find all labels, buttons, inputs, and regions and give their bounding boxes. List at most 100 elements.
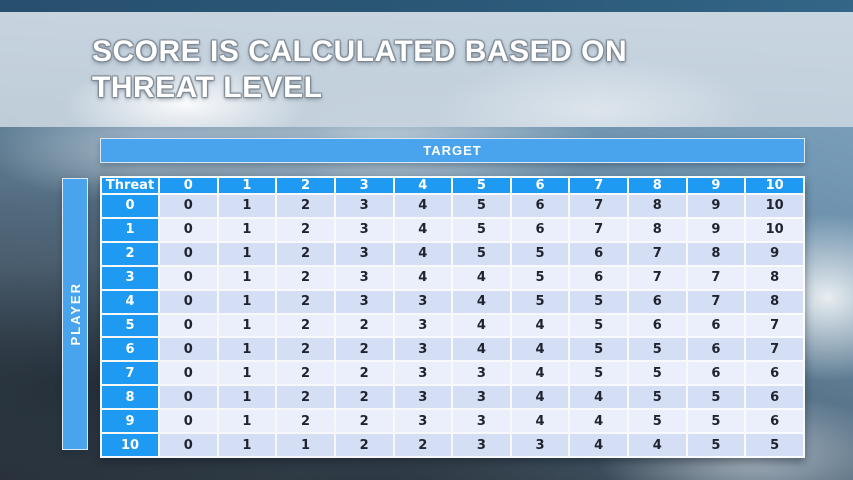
score-cell: 1 xyxy=(218,290,276,313)
score-cell: 3 xyxy=(335,195,393,217)
player-row-header: 1 xyxy=(102,218,158,241)
page-title: SCORE IS CALCULATED BASED ON THREAT LEVE… xyxy=(92,34,627,106)
top-banner xyxy=(0,0,853,12)
score-cell: 7 xyxy=(746,314,803,337)
score-cell: 4 xyxy=(511,362,569,385)
score-cell: 9 xyxy=(687,218,745,241)
score-cell: 3 xyxy=(335,266,393,289)
score-cell: 4 xyxy=(453,266,510,289)
score-cell: 3 xyxy=(511,434,569,456)
target-col-header: 0 xyxy=(160,178,217,193)
score-cell: 5 xyxy=(453,242,510,265)
score-cell: 1 xyxy=(277,434,334,456)
target-col-header: 6 xyxy=(511,178,569,193)
score-cell: 3 xyxy=(394,362,452,385)
score-cell: 7 xyxy=(629,266,686,289)
score-cell: 5 xyxy=(453,195,510,217)
score-cell: 0 xyxy=(160,218,217,241)
score-cell: 5 xyxy=(511,290,569,313)
score-cell: 4 xyxy=(394,266,452,289)
page-title-line1: SCORE IS CALCULATED BASED ON xyxy=(92,35,628,68)
score-cell: 3 xyxy=(394,338,452,361)
target-col-header: 9 xyxy=(687,178,745,193)
score-cell: 1 xyxy=(218,218,276,241)
table-body: 0 0 1 2 3 4 5 6 7 8 9 10 1 0 1 2 3 4 5 6 7 8 9 10 2 0 1 2 3 4 5 5 6 7 8 9 3 0… xyxy=(102,195,803,456)
score-cell: 4 xyxy=(453,314,510,337)
score-cell: 2 xyxy=(277,242,334,265)
score-cell: 3 xyxy=(394,410,452,433)
score-cell: 0 xyxy=(160,362,217,385)
score-cell: 5 xyxy=(570,362,627,385)
score-cell: 10 xyxy=(746,218,803,241)
score-cell: 5 xyxy=(746,434,803,456)
table-row: 0 0 1 2 3 4 5 6 7 8 9 10 xyxy=(102,195,803,217)
player-row-header: 9 xyxy=(102,410,158,433)
score-cell: 3 xyxy=(335,290,393,313)
score-cell: 6 xyxy=(687,314,745,337)
target-col-header: 8 xyxy=(629,178,686,193)
score-cell: 3 xyxy=(394,290,452,313)
player-row-header: 6 xyxy=(102,338,158,361)
score-cell: 10 xyxy=(746,195,803,217)
target-col-header: 1 xyxy=(218,178,276,193)
score-cell: 3 xyxy=(394,386,452,409)
score-cell: 4 xyxy=(453,290,510,313)
score-cell: 2 xyxy=(277,195,334,217)
player-row-header: 4 xyxy=(102,290,158,313)
score-cell: 3 xyxy=(453,410,510,433)
score-cell: 6 xyxy=(746,410,803,433)
score-cell: 0 xyxy=(160,410,217,433)
score-cell: 3 xyxy=(394,314,452,337)
score-cell: 1 xyxy=(218,314,276,337)
page-title-line2: THREAT LEVEL xyxy=(92,71,323,104)
score-cell: 0 xyxy=(160,242,217,265)
score-cell: 4 xyxy=(511,338,569,361)
player-row-header: 7 xyxy=(102,362,158,385)
score-cell: 4 xyxy=(570,386,627,409)
score-cell: 9 xyxy=(687,195,745,217)
score-cell: 4 xyxy=(394,195,452,217)
score-cell: 7 xyxy=(570,218,627,241)
score-cell: 4 xyxy=(511,386,569,409)
score-cell: 5 xyxy=(511,242,569,265)
score-cell: 4 xyxy=(453,338,510,361)
score-cell: 1 xyxy=(218,410,276,433)
score-cell: 5 xyxy=(629,338,686,361)
score-cell: 0 xyxy=(160,338,217,361)
score-cell: 2 xyxy=(277,386,334,409)
score-cell: 2 xyxy=(277,338,334,361)
target-axis-label: TARGET xyxy=(423,143,482,158)
score-cell: 7 xyxy=(687,290,745,313)
score-matrix-table: Threat 0 1 2 3 4 5 6 7 8 9 10 0 0 1 2 3 4 5 6 7 8 9 10 1 0 1 2 3 4 5… xyxy=(100,176,805,458)
score-cell: 4 xyxy=(394,218,452,241)
score-cell: 6 xyxy=(687,338,745,361)
score-cell: 3 xyxy=(453,386,510,409)
score-cell: 6 xyxy=(746,362,803,385)
score-cell: 1 xyxy=(218,266,276,289)
title-band: SCORE IS CALCULATED BASED ON THREAT LEVE… xyxy=(0,12,853,127)
player-row-header: 0 xyxy=(102,195,158,217)
score-cell: 2 xyxy=(277,290,334,313)
score-cell: 2 xyxy=(277,410,334,433)
score-cell: 5 xyxy=(570,314,627,337)
target-col-header: 4 xyxy=(394,178,452,193)
score-cell: 4 xyxy=(629,434,686,456)
target-col-header: 3 xyxy=(335,178,393,193)
score-cell: 6 xyxy=(687,362,745,385)
score-cell: 2 xyxy=(277,314,334,337)
score-cell: 6 xyxy=(629,314,686,337)
score-cell: 1 xyxy=(218,386,276,409)
score-cell: 3 xyxy=(335,218,393,241)
score-cell: 2 xyxy=(335,362,393,385)
player-row-header: 2 xyxy=(102,242,158,265)
score-cell: 6 xyxy=(570,266,627,289)
score-cell: 6 xyxy=(511,218,569,241)
score-cell: 8 xyxy=(629,218,686,241)
